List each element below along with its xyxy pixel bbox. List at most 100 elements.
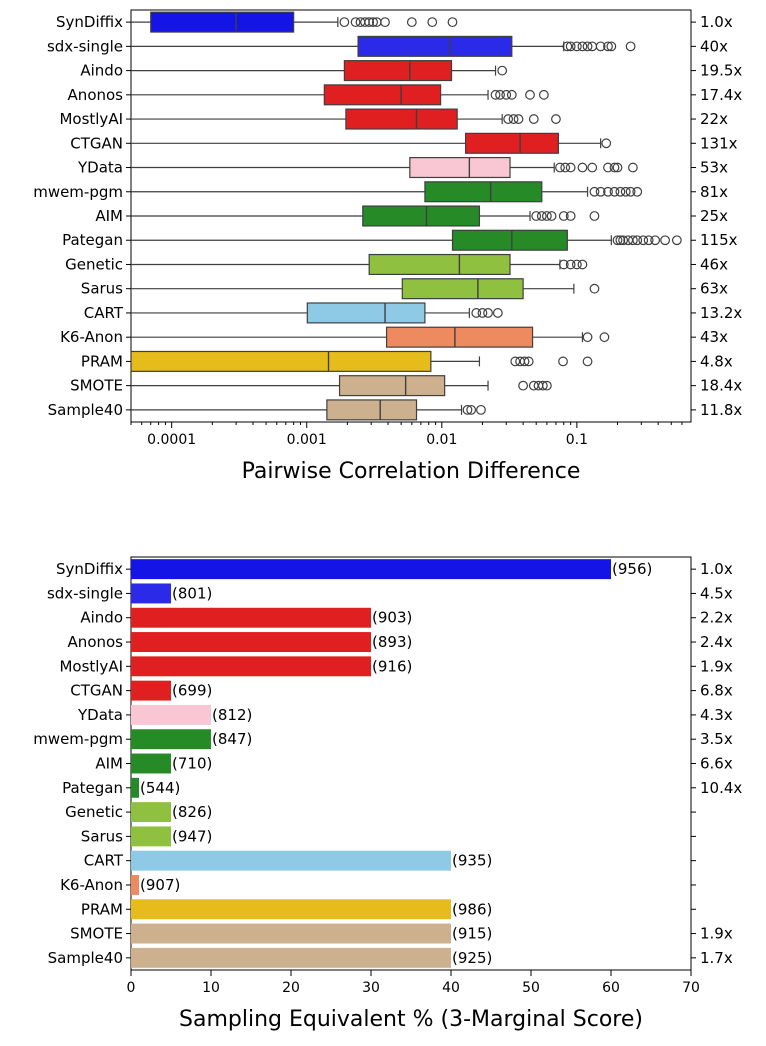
right-multiplier-label: 81x: [700, 183, 728, 201]
outlier-point: [628, 162, 638, 173]
outlier-point: [476, 404, 486, 415]
category-label: SMOTE: [70, 925, 123, 943]
outlier-point: [506, 89, 517, 100]
outlier-point: [555, 162, 565, 173]
box-iqr: [323, 84, 442, 106]
outlier-point: [538, 89, 549, 100]
right-multiplier-label: 40x: [700, 37, 728, 55]
right-multiplier-label: 43x: [700, 328, 728, 346]
outlier-point: [612, 235, 623, 246]
outlier-point: [565, 41, 576, 52]
right-multiplier-label: 63x: [700, 280, 728, 298]
outlier-point: [471, 308, 482, 318]
right-multiplier-label: 115x: [700, 231, 738, 249]
right-multiplier-label: 1.0x: [700, 13, 733, 31]
bar-sarus: [131, 826, 171, 847]
outlier-point: [368, 17, 378, 28]
box-group-sarus: [131, 278, 600, 300]
bar-value-label: (847): [212, 730, 252, 748]
outlier-point: [546, 211, 557, 221]
outlier-point: [510, 356, 521, 367]
box-group-pategan: [131, 229, 682, 251]
outlier-point: [477, 308, 488, 318]
outlier-point: [606, 41, 617, 52]
x-tick-label: 20: [282, 980, 300, 996]
bar-aindo: [131, 607, 371, 628]
outlier-point: [523, 356, 534, 367]
category-label: CTGAN: [70, 682, 123, 700]
outlier-point: [536, 211, 547, 221]
box-iqr: [385, 326, 534, 348]
bar-k6-anon: [131, 875, 139, 895]
bar-ctgan: [131, 680, 171, 701]
bar-value-label: (986): [452, 900, 492, 918]
outlier-point: [620, 186, 631, 197]
box-iqr: [409, 156, 511, 179]
category-label: PRAM: [81, 900, 123, 918]
box-group-pram: [130, 350, 593, 372]
box-group-ctgan: [131, 132, 612, 154]
category-label: sdx-single: [47, 37, 123, 55]
box-iqr: [343, 60, 453, 82]
outlier-point: [339, 17, 350, 28]
category-label: Pategan: [62, 779, 123, 797]
category-label: Aindo: [80, 609, 123, 627]
bar-syndiffix: [131, 559, 611, 580]
outlier-point: [490, 89, 501, 100]
box-group-mwem-pgm: [131, 181, 643, 203]
bar-mwem-pgm: [131, 729, 211, 750]
box-iqr: [357, 35, 513, 57]
outlier-point: [558, 259, 569, 270]
outlier-point: [577, 41, 588, 52]
bar-cart: [131, 850, 451, 871]
box-group-k6-anon: [131, 326, 610, 348]
right-multiplier-label: 25x: [700, 207, 728, 225]
x-tick-label: 70: [682, 980, 700, 996]
box-iqr: [345, 108, 458, 130]
outlier-point: [589, 211, 600, 221]
outlier-point: [466, 404, 477, 415]
box-iqr: [464, 132, 559, 154]
outlier-point: [503, 114, 514, 124]
outlier-point: [492, 308, 503, 318]
outlier-point: [582, 332, 593, 343]
outlier-point: [525, 89, 535, 100]
right-multiplier-label: 6.8x: [700, 682, 733, 700]
category-label: SMOTE: [70, 377, 123, 395]
outlier-point: [565, 211, 576, 221]
category-label: YData: [77, 159, 123, 177]
category-label: K6-Anon: [60, 328, 123, 346]
outlier-point: [558, 211, 569, 221]
outlier-point: [560, 162, 571, 173]
box-iqr: [338, 375, 446, 397]
right-multiplier-label: 1.9x: [700, 657, 733, 675]
category-label: SynDiffix: [56, 560, 123, 578]
category-label: Sample40: [48, 401, 123, 419]
bar-sample40: [131, 947, 451, 968]
category-label: mwem-pgm: [33, 730, 123, 748]
x-tick-label: 0.001: [287, 432, 327, 448]
outlier-point: [589, 283, 600, 294]
category-label: CART: [84, 304, 124, 322]
category-label: Anonos: [68, 633, 124, 651]
outlier-point: [501, 89, 512, 100]
right-multiplier-label: 3.5x: [700, 730, 733, 748]
category-label: Pategan: [62, 231, 123, 249]
bar-value-label: (956): [612, 560, 652, 578]
outlier-point: [603, 162, 613, 173]
box-iqr: [362, 205, 481, 227]
outlier-point: [582, 41, 593, 52]
outlier-point: [615, 235, 626, 246]
category-label: K6-Anon: [60, 876, 123, 894]
category-label: Anonos: [68, 86, 124, 104]
box-group-cart: [131, 302, 503, 324]
outlier-point: [609, 162, 620, 173]
x-tick-label: 0: [127, 980, 136, 996]
outlier-point: [541, 380, 552, 391]
outlier-point: [603, 186, 613, 197]
outlier-point: [603, 41, 613, 52]
outlier-point: [562, 41, 573, 52]
outlier-point: [625, 41, 636, 52]
x-tick-label: 40: [442, 980, 460, 996]
